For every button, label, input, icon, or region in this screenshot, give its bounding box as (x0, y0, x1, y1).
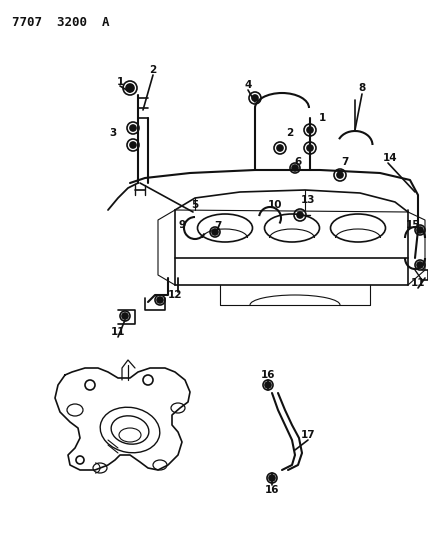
Text: 17: 17 (301, 430, 315, 440)
Text: 16: 16 (265, 485, 279, 495)
Text: 1: 1 (318, 113, 326, 123)
Circle shape (307, 145, 313, 151)
Text: 16: 16 (261, 370, 275, 380)
Text: 11: 11 (111, 327, 125, 337)
Text: 7707  3200  A: 7707 3200 A (12, 16, 110, 29)
Text: 14: 14 (383, 153, 397, 163)
Text: 9: 9 (178, 220, 186, 230)
Text: 11: 11 (411, 278, 425, 288)
Text: 6: 6 (294, 157, 302, 167)
Circle shape (130, 125, 136, 131)
Circle shape (277, 145, 283, 151)
Circle shape (212, 229, 218, 235)
Circle shape (307, 127, 313, 133)
Circle shape (157, 297, 163, 303)
Circle shape (417, 262, 423, 268)
Circle shape (252, 95, 258, 101)
Circle shape (337, 172, 343, 178)
Circle shape (126, 84, 134, 92)
Circle shape (269, 475, 275, 481)
Text: 4: 4 (244, 80, 252, 90)
Text: 1: 1 (116, 77, 124, 87)
Circle shape (297, 212, 303, 218)
Text: 10: 10 (268, 200, 282, 210)
Circle shape (265, 382, 271, 388)
Text: 13: 13 (301, 195, 315, 205)
Circle shape (122, 313, 128, 319)
Text: 8: 8 (358, 83, 366, 93)
Circle shape (130, 142, 136, 148)
Circle shape (417, 227, 423, 233)
Text: 7: 7 (341, 157, 349, 167)
Circle shape (292, 165, 298, 171)
Text: 2: 2 (149, 65, 157, 75)
Text: 15: 15 (406, 220, 420, 230)
Text: 2: 2 (286, 128, 294, 138)
Text: 12: 12 (168, 290, 182, 300)
Text: 7: 7 (214, 221, 222, 231)
Text: 3: 3 (110, 128, 116, 138)
Text: 5: 5 (191, 200, 199, 210)
